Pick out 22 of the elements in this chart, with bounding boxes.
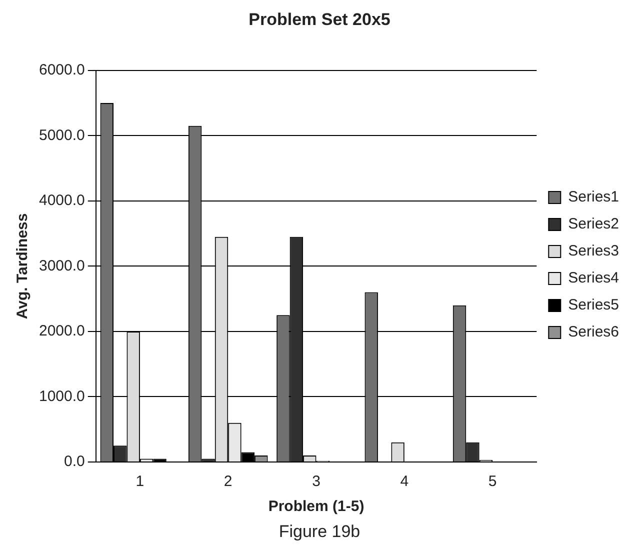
x-tick-label: 1 xyxy=(136,473,144,490)
x-tick-label: 2 xyxy=(224,473,232,490)
x-tick-label: 5 xyxy=(488,473,497,490)
y-axis-title: Avg. Tardiness xyxy=(14,213,32,320)
y-tick-label: 6000.0 xyxy=(38,62,85,79)
legend-label: Series2 xyxy=(568,216,619,233)
legend-label: Series4 xyxy=(568,270,619,287)
caption: Figure 19b xyxy=(278,522,362,542)
y-tick-label: 2000.0 xyxy=(38,322,85,340)
x-tick-label: 3 xyxy=(312,473,320,490)
y-tick-label: 3000.0 xyxy=(38,257,85,274)
y-tick-label: 5000.0 xyxy=(38,126,85,144)
y-tick-label: 1000.0 xyxy=(38,388,85,405)
legend-label: Series1 xyxy=(568,188,619,206)
chart-title: Problem Set 20x5 xyxy=(248,10,390,29)
legend-label: Series3 xyxy=(568,242,619,260)
legend-label: Series6 xyxy=(568,324,619,341)
y-tick-label: 0.0 xyxy=(64,453,85,470)
x-axis-title: Problem (1-5) xyxy=(268,498,364,516)
x-tick-label: 4 xyxy=(400,473,409,490)
y-tick-label: 4000.0 xyxy=(38,192,85,210)
legend-label: Series5 xyxy=(568,296,619,314)
